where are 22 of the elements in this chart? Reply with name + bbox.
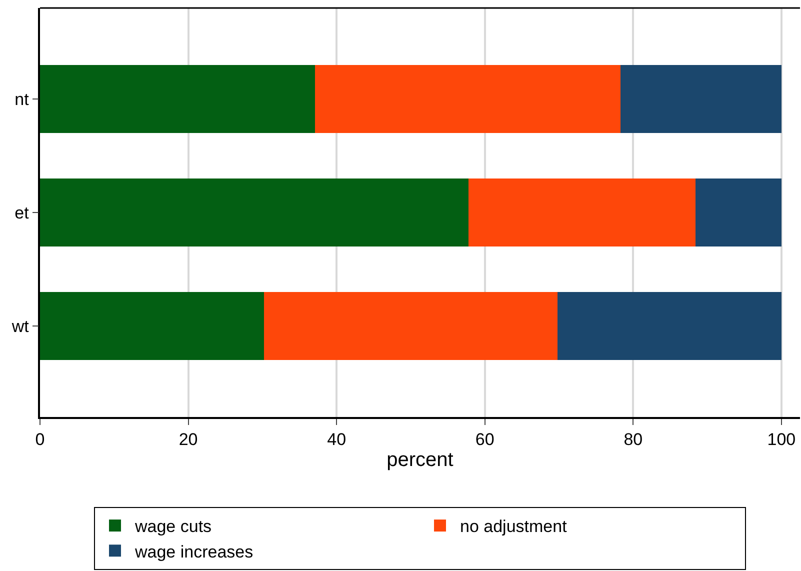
y-tick-label: et: [14, 203, 30, 222]
legend-label: wage cuts: [134, 517, 212, 536]
bar: [695, 178, 782, 247]
bar: [558, 292, 782, 360]
bar: [468, 178, 696, 247]
legend-label: no adjustment: [460, 517, 568, 536]
x-tick-label: 100: [767, 430, 796, 450]
bar: [315, 64, 621, 133]
legend-label: wage increases: [134, 542, 254, 562]
y-tick-label: nt: [14, 90, 30, 109]
bar: [620, 64, 782, 133]
x-tick-label: 80: [624, 430, 643, 450]
x-tick-label: 40: [327, 430, 346, 450]
bar: [264, 292, 558, 360]
bar: [40, 292, 264, 360]
x-tick-label: 60: [475, 430, 494, 450]
x-axis-title: percent: [386, 449, 454, 472]
y-tick-label: wt: [10, 317, 30, 336]
x-tick-label: 20: [178, 430, 198, 450]
bar: [40, 178, 469, 247]
bar: [40, 64, 316, 133]
x-tick-label: 0: [35, 430, 45, 450]
